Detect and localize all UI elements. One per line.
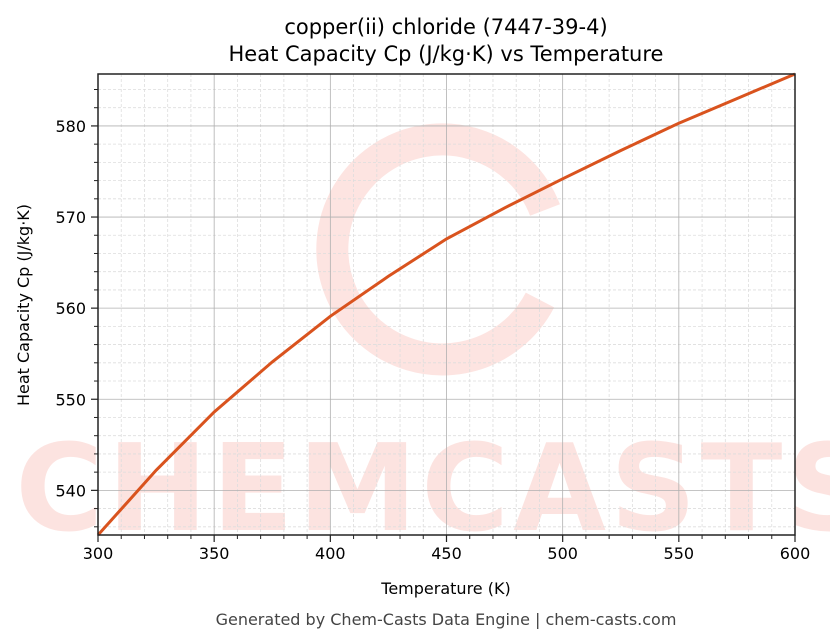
x-tick-label: 450 (431, 544, 462, 563)
svg-text:CHEMCASTS: CHEMCASTS (15, 420, 830, 559)
axis-ticks: 300 350 400 450 500 550 600 540 550 560 570 580 (55, 88, 811, 563)
chart-subtitle: Heat Capacity Cp (J/kg·K) vs Temperature (229, 42, 664, 66)
x-tick-label: 350 (199, 544, 230, 563)
y-axis-label: Heat Capacity Cp (J/kg·K) (14, 204, 33, 406)
x-tick-label: 600 (780, 544, 811, 563)
x-tick-label: 400 (315, 544, 346, 563)
y-tick-label: 570 (55, 208, 86, 227)
footer-credit: Generated by Chem-Casts Data Engine | ch… (216, 610, 677, 629)
x-tick-label: 500 (547, 544, 578, 563)
heat-capacity-line (96, 72, 796, 537)
x-axis-label: Temperature (K) (380, 579, 510, 598)
y-tick-label: 580 (55, 117, 86, 136)
x-tick-label: 300 (83, 544, 114, 563)
y-tick-label: 560 (55, 299, 86, 318)
watermark-logo: CHEMCASTS (15, 123, 830, 559)
y-tick-label: 550 (55, 390, 86, 409)
x-tick-label: 550 (664, 544, 695, 563)
chart-title: copper(ii) chloride (7447-39-4) (284, 15, 607, 39)
y-tick-label: 540 (55, 481, 86, 500)
